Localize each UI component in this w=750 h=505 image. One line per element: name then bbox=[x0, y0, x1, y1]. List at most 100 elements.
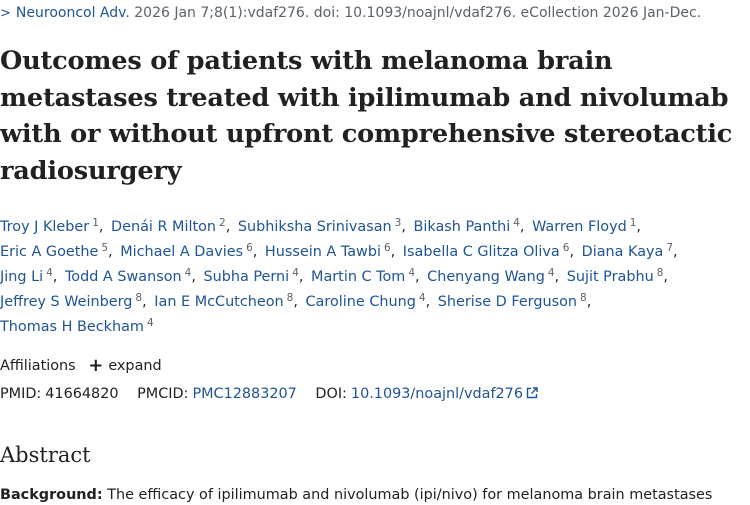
author-separator: , bbox=[52, 269, 58, 285]
author-separator: , bbox=[293, 294, 298, 310]
author-separator: , bbox=[673, 244, 678, 260]
author-separator: , bbox=[663, 269, 668, 285]
authors-list: Troy J Kleber 1, Denái R Milton 2, Subhiks… bbox=[0, 215, 745, 340]
affiliation-number[interactable]: 1 bbox=[629, 217, 637, 229]
author-link[interactable]: Thomas H Beckham 4 bbox=[0, 317, 154, 335]
affiliation-number[interactable]: 2 bbox=[219, 217, 226, 229]
author-link[interactable]: Jeffrey S Weinberg 8 bbox=[0, 292, 143, 310]
author-separator: , bbox=[586, 294, 592, 310]
affiliation-number[interactable]: 4 bbox=[418, 292, 426, 304]
author-separator: , bbox=[519, 219, 525, 235]
author-link[interactable]: Martin C Tom 4 bbox=[311, 267, 415, 285]
affiliation-number[interactable]: 4 bbox=[292, 267, 299, 279]
background-text: The efficacy of ipilimumab and nivolumab… bbox=[107, 487, 713, 503]
author-link[interactable]: Warren Floyd 1 bbox=[532, 217, 637, 235]
author-separator: , bbox=[569, 244, 575, 260]
author-name[interactable]: Warren Floyd bbox=[532, 219, 627, 235]
identifiers-row: PMID: 41664820 PMCID: PMC12883207 DOI: 10.1… bbox=[0, 384, 538, 404]
author-link[interactable]: Todd A Swanson 4 bbox=[64, 267, 192, 285]
doi-link[interactable]: 10.1093/noajnl/vdaf276 bbox=[350, 386, 523, 402]
affiliation-number[interactable]: 6 bbox=[246, 242, 253, 254]
author-name[interactable]: Subha Perni bbox=[203, 269, 290, 285]
author-link[interactable]: Eric A Goethe 5 bbox=[0, 242, 109, 260]
author-link[interactable]: Michael A Davies 6 bbox=[120, 242, 253, 260]
journal-link[interactable]: Neurooncol Adv. bbox=[15, 5, 130, 21]
author-name[interactable]: Thomas H Beckham bbox=[0, 319, 144, 335]
author-name[interactable]: Eric A Goethe bbox=[0, 244, 99, 260]
author-name[interactable]: Sherise D Ferguson bbox=[437, 294, 578, 310]
author-name[interactable]: Bikash Panthi bbox=[413, 219, 511, 235]
affiliation-number[interactable]: 1 bbox=[92, 217, 99, 229]
author-separator: , bbox=[401, 219, 406, 235]
author-link[interactable]: Sherise D Ferguson 8 bbox=[437, 292, 587, 310]
article-title: Outcomes of patients with melanoma brain… bbox=[0, 46, 733, 186]
affiliation-number[interactable]: 3 bbox=[394, 217, 402, 229]
author-separator: , bbox=[425, 294, 431, 310]
expand-label: expand bbox=[108, 358, 162, 374]
pmid-label: PMID: bbox=[0, 386, 42, 402]
affiliation-number[interactable]: 4 bbox=[146, 317, 154, 329]
author-name[interactable]: Ian E McCutcheon bbox=[154, 294, 284, 310]
author-link[interactable]: Isabella C Glitza Oliva 6 bbox=[402, 242, 570, 260]
affiliation-number[interactable]: 8 bbox=[656, 267, 664, 279]
pmid-value: 41664820 bbox=[45, 386, 119, 402]
author-name[interactable]: Chenyang Wang bbox=[427, 269, 545, 285]
affiliation-number[interactable]: 6 bbox=[562, 242, 570, 254]
author-name[interactable]: Subhiksha Srinivasan bbox=[237, 219, 392, 235]
author-link[interactable]: Chenyang Wang 4 bbox=[427, 267, 555, 285]
author-name[interactable]: Jing Li bbox=[0, 269, 44, 285]
author-name[interactable]: Isabella C Glitza Oliva bbox=[402, 244, 560, 260]
author-name[interactable]: Sujit Prabhu bbox=[566, 269, 654, 285]
affiliations-row: Affiliations + expand bbox=[0, 355, 162, 376]
affiliation-number[interactable]: 8 bbox=[580, 292, 587, 304]
author-name[interactable]: Martin C Tom bbox=[311, 269, 406, 285]
author-name[interactable]: Hussein A Tawbi bbox=[264, 244, 381, 260]
affiliations-label: Affiliations bbox=[0, 358, 76, 374]
author-link[interactable]: Ian E McCutcheon 8 bbox=[154, 292, 294, 310]
author-separator: , bbox=[636, 219, 641, 235]
author-name[interactable]: Troy J Kleber bbox=[0, 219, 90, 235]
affiliation-number[interactable]: 7 bbox=[666, 242, 674, 254]
background-label: Background: bbox=[0, 487, 103, 503]
abstract-background: Background: The efficacy of ipilimumab a… bbox=[0, 485, 750, 505]
author-link[interactable]: Hussein A Tawbi 6 bbox=[264, 242, 391, 260]
affiliations-expand-button[interactable]: + expand bbox=[88, 356, 162, 376]
author-link[interactable]: Denái R Milton 2 bbox=[111, 217, 226, 235]
author-separator: , bbox=[142, 294, 147, 310]
affiliation-number[interactable]: 4 bbox=[184, 267, 192, 279]
author-link[interactable]: Subhiksha Srinivasan 3 bbox=[237, 217, 402, 235]
affiliation-number[interactable]: 5 bbox=[101, 242, 109, 254]
affiliation-number[interactable]: 4 bbox=[513, 217, 520, 229]
citation-line: > Neurooncol Adv. 2026 Jan 7;8(1):vdaf276… bbox=[0, 3, 750, 24]
author-link[interactable]: Caroline Chung 4 bbox=[305, 292, 426, 310]
pmcid-link[interactable]: PMC12883207 bbox=[192, 386, 297, 402]
author-separator: , bbox=[98, 219, 104, 235]
author-name[interactable]: Todd A Swanson bbox=[64, 269, 182, 285]
external-link-icon[interactable] bbox=[526, 387, 538, 399]
author-separator: , bbox=[390, 244, 396, 260]
affiliation-number[interactable]: 6 bbox=[383, 242, 391, 254]
affiliation-number[interactable]: 8 bbox=[286, 292, 294, 304]
author-name[interactable]: Diana Kaya bbox=[581, 244, 664, 260]
doi-label: DOI: bbox=[315, 386, 347, 402]
author-link[interactable]: Bikash Panthi 4 bbox=[413, 217, 520, 235]
author-separator: , bbox=[225, 219, 231, 235]
chevron-right-icon: > bbox=[0, 6, 11, 21]
affiliation-number[interactable]: 4 bbox=[46, 267, 53, 279]
author-link[interactable]: Subha Perni 4 bbox=[203, 267, 299, 285]
author-name[interactable]: Jeffrey S Weinberg bbox=[0, 294, 133, 310]
author-link[interactable]: Sujit Prabhu 8 bbox=[566, 267, 664, 285]
author-separator: , bbox=[415, 269, 420, 285]
author-name[interactable]: Michael A Davies bbox=[120, 244, 244, 260]
author-name[interactable]: Denái R Milton bbox=[111, 219, 217, 235]
author-link[interactable]: Troy J Kleber 1 bbox=[0, 217, 99, 235]
author-name[interactable]: Caroline Chung bbox=[305, 294, 416, 310]
author-link[interactable]: Jing Li 4 bbox=[0, 267, 53, 285]
author-link[interactable]: Diana Kaya 7 bbox=[581, 242, 674, 260]
affiliation-number[interactable]: 8 bbox=[135, 292, 143, 304]
affiliation-number[interactable]: 4 bbox=[547, 267, 555, 279]
affiliation-number[interactable]: 4 bbox=[408, 267, 415, 279]
author-separator: , bbox=[108, 244, 113, 260]
abstract-heading: Abstract bbox=[0, 443, 91, 467]
author-separator: , bbox=[554, 269, 560, 285]
